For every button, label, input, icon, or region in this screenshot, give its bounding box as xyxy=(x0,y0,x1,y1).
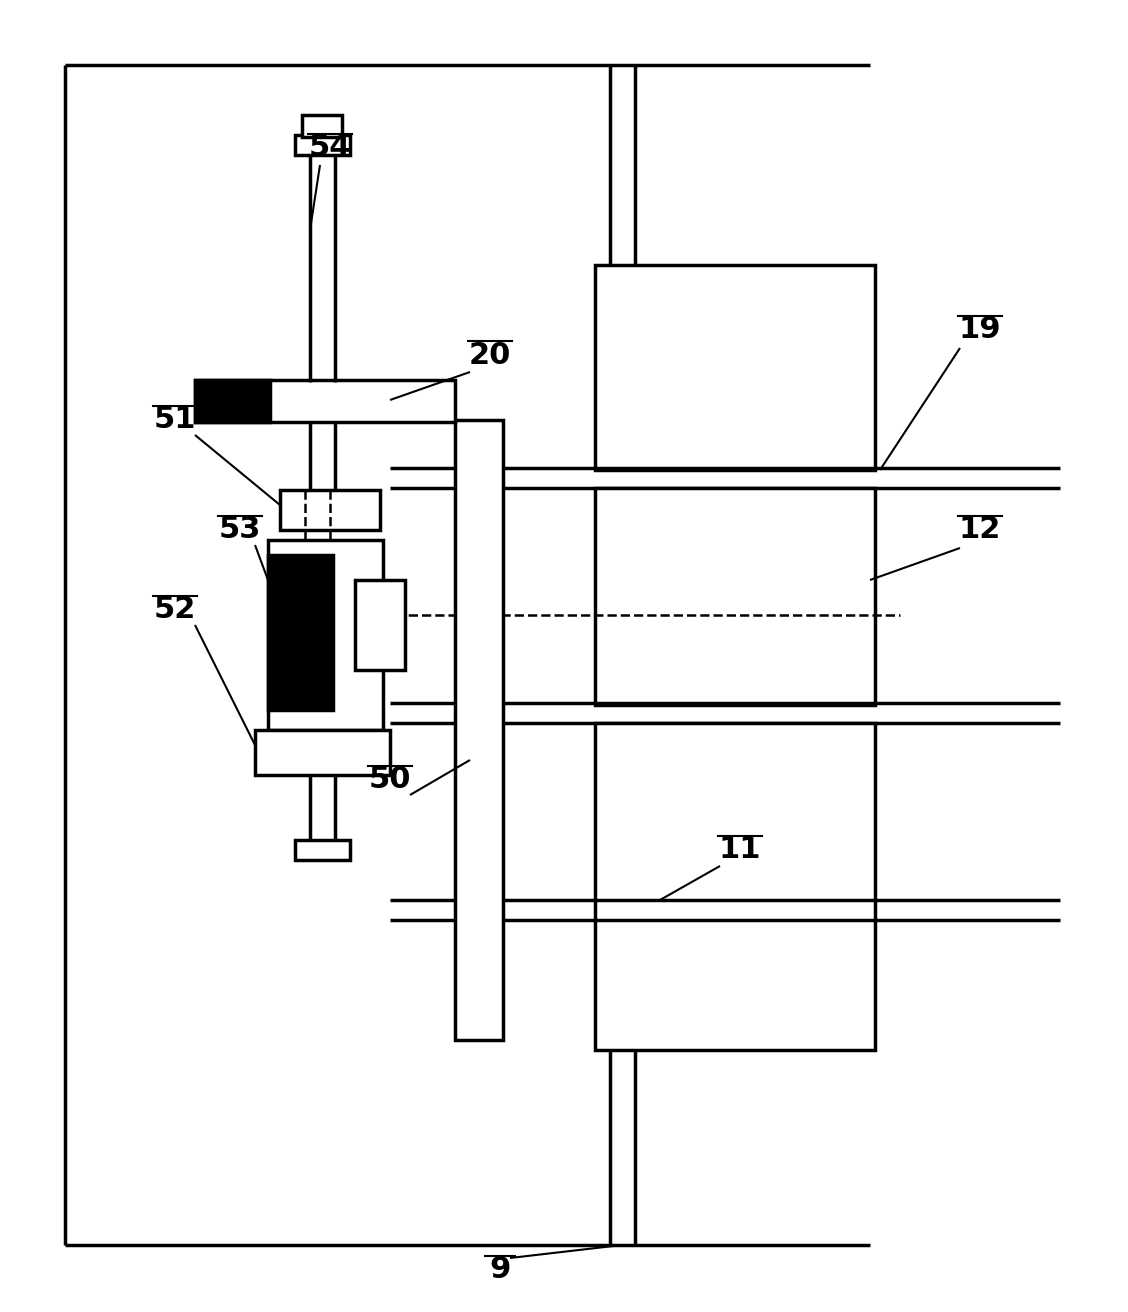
Bar xyxy=(302,115,342,136)
Bar xyxy=(268,541,384,729)
Text: 52: 52 xyxy=(153,596,196,625)
Bar xyxy=(594,488,875,705)
Text: 9: 9 xyxy=(490,1256,511,1284)
Bar xyxy=(255,729,390,775)
Text: 20: 20 xyxy=(469,341,511,370)
Bar xyxy=(455,420,503,1040)
Text: 53: 53 xyxy=(219,516,262,544)
Text: 51: 51 xyxy=(153,405,196,434)
Bar xyxy=(355,580,405,670)
Bar xyxy=(280,489,380,530)
Text: 50: 50 xyxy=(369,765,412,795)
Text: 54: 54 xyxy=(309,134,351,163)
Bar xyxy=(268,555,333,710)
Bar xyxy=(296,135,350,155)
Bar xyxy=(594,723,875,1050)
Bar xyxy=(195,380,455,422)
Bar xyxy=(195,380,270,422)
Text: 12: 12 xyxy=(959,516,1002,544)
Text: 19: 19 xyxy=(959,315,1002,345)
Bar xyxy=(594,265,875,470)
Text: 11: 11 xyxy=(719,836,761,865)
Bar xyxy=(296,840,350,859)
